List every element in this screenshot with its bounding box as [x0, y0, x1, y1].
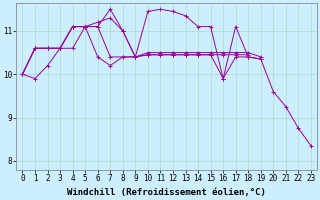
- X-axis label: Windchill (Refroidissement éolien,°C): Windchill (Refroidissement éolien,°C): [67, 188, 266, 197]
